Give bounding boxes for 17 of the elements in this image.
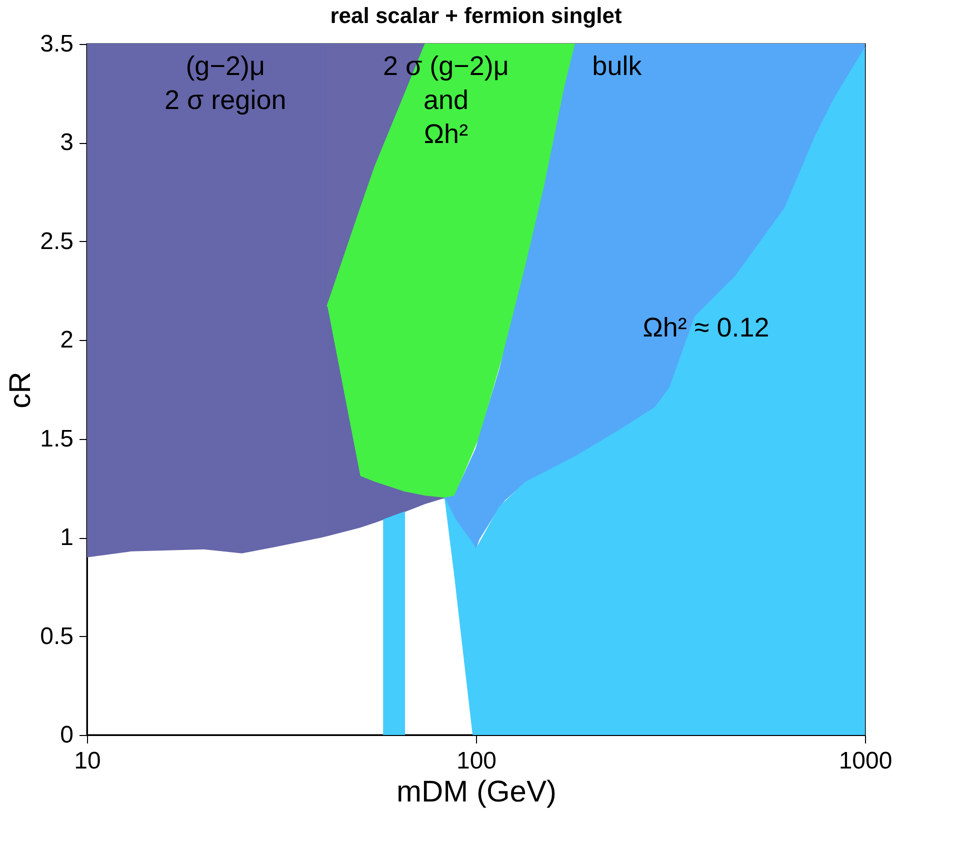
y-tick-label: 2.5 xyxy=(40,228,74,255)
x-tick-label: 1000 xyxy=(838,748,892,774)
y-tick-label: 1 xyxy=(60,524,74,552)
series-label: (g−2)μ 2 σ region xyxy=(164,51,286,115)
y-tick-label: 3 xyxy=(60,129,74,156)
y-tick-label: 0 xyxy=(60,722,74,748)
x-tick-label: 10 xyxy=(74,748,101,774)
series-label: bulk xyxy=(592,51,642,81)
y-tick-label: 3.5 xyxy=(40,30,74,58)
y-tick-label: 2 xyxy=(60,326,74,354)
y-tick-label: 0.5 xyxy=(40,622,74,650)
x-tick-label: 100 xyxy=(456,748,497,774)
x-axis-title: mDM (GeV) xyxy=(396,776,556,808)
y-axis-title: cR xyxy=(4,372,38,408)
y-tick-label: 1.5 xyxy=(40,425,74,452)
series-label: Ωh² ≈ 0.12 xyxy=(642,312,770,343)
chart-title: real scalar + fermion singlet xyxy=(330,3,622,28)
